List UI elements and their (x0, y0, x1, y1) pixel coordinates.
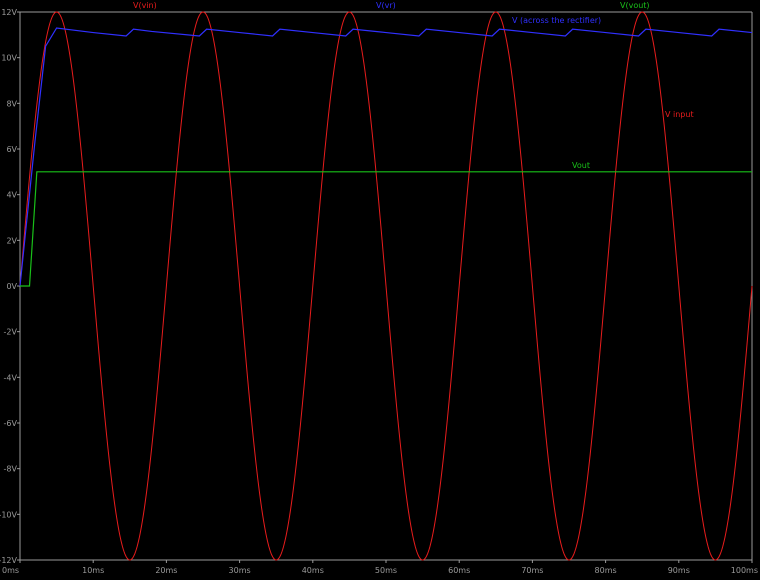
annotation-rectifier: V (across the rectifier) (512, 16, 601, 25)
x-tick-label: 70ms (521, 566, 543, 575)
y-tick-label: -2V (4, 328, 18, 337)
legend-vout: V(vout) (620, 1, 650, 10)
series-vout-line (20, 171, 752, 287)
y-tick-label: -6V (4, 419, 18, 428)
y-tick-label: -10V (0, 510, 18, 519)
series-vr-line (19, 27, 753, 287)
y-tick-label: 2V (6, 236, 17, 245)
x-tick-label: 60ms (448, 566, 470, 575)
series-vin-line (19, 11, 753, 561)
legend-vin: V(vin) (133, 1, 157, 10)
x-tick-label: 10ms (82, 566, 104, 575)
y-tick-label: 6V (6, 145, 17, 154)
y-tick-label: -8V (4, 465, 18, 474)
x-tick-label: 30ms (229, 566, 251, 575)
y-tick-label: 4V (6, 191, 17, 200)
annotation-vout: Vout (572, 161, 590, 170)
x-tick-label: 0ms (2, 566, 19, 575)
y-tick-label: 12V (1, 8, 17, 17)
x-tick-label: 90ms (668, 566, 690, 575)
legend-vr: V(vr) (376, 1, 396, 10)
x-tick-label: 100ms (731, 566, 758, 575)
x-tick-label: 80ms (595, 566, 617, 575)
series-group (19, 11, 753, 561)
y-tick-label: -12V (0, 556, 18, 565)
x-tick-label: 50ms (375, 566, 397, 575)
y-tick-label: 0V (6, 282, 17, 291)
y-tick-label: 8V (6, 99, 17, 108)
y-tick-label: -4V (4, 373, 18, 382)
y-tick-label: 10V (1, 54, 17, 63)
labels-group: V(vin) V(vr) V(vout) V (across the recti… (133, 1, 694, 170)
annotation-vinput: V input (665, 110, 694, 119)
x-tick-label: 40ms (302, 566, 324, 575)
x-tick-label: 20ms (155, 566, 177, 575)
